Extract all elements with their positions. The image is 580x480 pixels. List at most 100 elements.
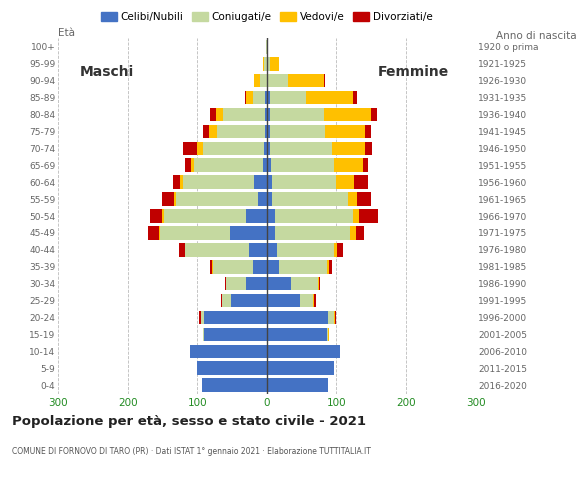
Bar bbox=[254, 175, 267, 189]
Bar bbox=[150, 209, 162, 223]
Bar bbox=[266, 40, 267, 54]
Bar bbox=[159, 226, 160, 240]
Bar bbox=[267, 260, 280, 274]
Legend: Celibi/Nubili, Coniugati/e, Vedovi/e, Divorziati/e: Celibi/Nubili, Coniugati/e, Vedovi/e, Di… bbox=[97, 8, 437, 26]
Bar bbox=[267, 311, 328, 324]
Bar bbox=[334, 158, 363, 172]
Bar bbox=[263, 158, 267, 172]
Bar bbox=[246, 91, 253, 104]
Bar bbox=[162, 192, 174, 206]
Bar bbox=[271, 158, 334, 172]
Bar bbox=[246, 277, 267, 290]
Bar bbox=[253, 260, 267, 274]
Bar bbox=[184, 243, 186, 257]
Bar bbox=[365, 142, 372, 155]
Bar bbox=[245, 91, 246, 104]
Bar bbox=[334, 243, 337, 257]
Bar bbox=[230, 226, 267, 240]
Bar bbox=[179, 243, 184, 257]
Bar bbox=[191, 158, 194, 172]
Bar bbox=[176, 192, 259, 206]
Bar bbox=[334, 311, 335, 324]
Bar bbox=[267, 345, 340, 358]
Bar bbox=[273, 192, 347, 206]
Bar bbox=[337, 243, 343, 257]
Bar bbox=[325, 125, 365, 138]
Bar bbox=[324, 74, 325, 87]
Bar bbox=[313, 294, 314, 307]
Bar bbox=[327, 328, 328, 341]
Bar bbox=[371, 108, 377, 121]
Bar bbox=[327, 260, 329, 274]
Bar bbox=[246, 209, 267, 223]
Bar bbox=[288, 74, 324, 87]
Bar bbox=[263, 57, 264, 71]
Bar bbox=[225, 277, 226, 290]
Text: COMUNE DI FORNOVO DI TARO (PR) · Dati ISTAT 1° gennaio 2021 · Elaborazione TUTTI: COMUNE DI FORNOVO DI TARO (PR) · Dati IS… bbox=[12, 446, 371, 456]
Bar bbox=[203, 328, 204, 341]
Bar bbox=[332, 142, 365, 155]
Bar bbox=[318, 277, 319, 290]
Bar bbox=[164, 209, 246, 223]
Bar bbox=[254, 74, 260, 87]
Bar bbox=[194, 158, 263, 172]
Bar bbox=[267, 108, 270, 121]
Bar bbox=[267, 378, 328, 392]
Bar bbox=[329, 260, 332, 274]
Bar bbox=[223, 108, 264, 121]
Text: Anno di nascita: Anno di nascita bbox=[496, 31, 577, 41]
Bar bbox=[264, 142, 267, 155]
Text: Femmine: Femmine bbox=[378, 65, 448, 79]
Bar bbox=[267, 158, 271, 172]
Bar bbox=[197, 361, 267, 375]
Bar bbox=[335, 311, 336, 324]
Bar bbox=[353, 209, 358, 223]
Text: Popolazione per età, sesso e stato civile - 2021: Popolazione per età, sesso e stato civil… bbox=[12, 415, 365, 428]
Bar bbox=[328, 311, 334, 324]
Bar bbox=[306, 91, 353, 104]
Bar bbox=[270, 125, 325, 138]
Bar bbox=[200, 311, 201, 324]
Bar bbox=[186, 158, 191, 172]
Bar bbox=[353, 91, 357, 104]
Bar bbox=[270, 142, 332, 155]
Bar bbox=[197, 142, 203, 155]
Bar bbox=[222, 294, 231, 307]
Bar bbox=[314, 294, 316, 307]
Bar bbox=[212, 260, 253, 274]
Bar bbox=[264, 108, 267, 121]
Bar bbox=[249, 243, 267, 257]
Bar bbox=[211, 260, 212, 274]
Bar bbox=[260, 74, 267, 87]
Bar bbox=[280, 260, 327, 274]
Bar bbox=[231, 294, 267, 307]
Bar bbox=[204, 125, 209, 138]
Bar bbox=[267, 361, 334, 375]
Bar bbox=[319, 277, 320, 290]
Bar bbox=[358, 209, 378, 223]
Bar bbox=[201, 311, 204, 324]
Bar bbox=[356, 226, 364, 240]
Bar bbox=[266, 91, 267, 104]
Bar bbox=[270, 108, 324, 121]
Bar bbox=[350, 226, 356, 240]
Bar bbox=[180, 175, 183, 189]
Bar bbox=[300, 294, 313, 307]
Text: Maschi: Maschi bbox=[79, 65, 134, 79]
Bar bbox=[264, 57, 267, 71]
Bar bbox=[270, 57, 278, 71]
Bar bbox=[264, 125, 267, 138]
Text: Età: Età bbox=[58, 28, 75, 38]
Bar bbox=[148, 226, 159, 240]
Bar bbox=[277, 243, 333, 257]
Bar bbox=[267, 125, 270, 138]
Bar bbox=[173, 175, 180, 189]
Bar bbox=[162, 209, 164, 223]
Bar bbox=[328, 328, 329, 341]
Bar bbox=[267, 277, 291, 290]
Bar bbox=[291, 277, 318, 290]
Bar bbox=[347, 192, 357, 206]
Bar bbox=[204, 311, 267, 324]
Bar bbox=[273, 175, 336, 189]
Bar bbox=[267, 142, 270, 155]
